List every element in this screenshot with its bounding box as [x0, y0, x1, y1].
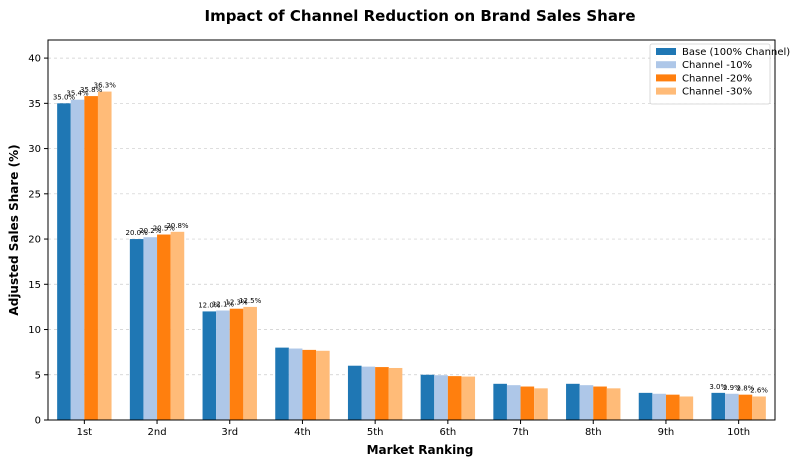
y-axis-label: Adjusted Sales Share (%): [7, 144, 21, 315]
bar: [170, 231, 185, 420]
bar: [97, 91, 112, 421]
x-tick-label: 3rd: [221, 427, 238, 438]
data-label: 12.3%: [225, 299, 248, 307]
bar: [302, 349, 317, 420]
bar: [566, 383, 580, 420]
data-label: 3.0%: [709, 383, 727, 391]
data-label: 2.9%: [723, 384, 741, 392]
data-label: 2.6%: [750, 386, 768, 394]
legend-swatch: [656, 74, 676, 82]
bar: [738, 394, 753, 420]
bar: [202, 311, 217, 420]
bar: [434, 375, 448, 420]
x-axis-label: Market Ranking: [367, 443, 474, 457]
x-tick-label: 10th: [727, 427, 750, 438]
chart-title: Impact of Channel Reduction on Brand Sal…: [204, 7, 635, 25]
y-tick-label: 10: [28, 325, 41, 336]
bar: [316, 350, 330, 420]
bar: [143, 237, 158, 420]
x-tick-label: 9th: [658, 427, 675, 438]
legend-items: Base (100% Channel) Channel -10% Channel -…: [656, 47, 790, 98]
data-label: 12.5%: [239, 297, 262, 305]
bar: [275, 347, 289, 420]
bar: [216, 310, 230, 420]
bar: [520, 386, 535, 420]
y-tick-label: 20: [28, 235, 41, 246]
bar: [361, 366, 376, 420]
bar: [725, 393, 739, 420]
bar: [534, 388, 548, 420]
data-label: 2.8%: [737, 385, 755, 393]
bar: [493, 383, 507, 420]
legend-label: Channel -20%: [682, 73, 752, 84]
x-tick-label: 8th: [585, 427, 602, 438]
data-label: 12.1%: [212, 301, 235, 309]
bar: [84, 96, 98, 420]
x-tick-label: 2nd: [148, 427, 167, 438]
bar: [420, 374, 435, 420]
bar: [229, 308, 244, 420]
data-label: 35.8%: [80, 86, 103, 94]
bar: [665, 394, 680, 420]
y-tick-label: 5: [35, 370, 41, 381]
legend: Base (100% Channel) Channel -10% Channel -…: [649, 43, 790, 105]
x-axis-ticks: 1st 2nd 3rd 4th 5th 6th 7th 8th 9th 10th: [77, 420, 750, 438]
legend-label: Channel -10%: [682, 60, 752, 71]
bar: [70, 99, 85, 420]
plot-frame: [47, 39, 776, 421]
y-tick-label: 40: [28, 54, 41, 65]
bar: [375, 367, 389, 420]
bar: [506, 385, 521, 420]
bar: [388, 367, 403, 420]
bar: [157, 234, 171, 420]
data-label: 20.8%: [166, 222, 189, 230]
y-tick-label: 25: [28, 189, 41, 200]
data-label: 35.0%: [53, 93, 76, 101]
y-tick-label: 15: [28, 280, 41, 291]
y-tick-label: 0: [35, 416, 41, 427]
legend-box: [649, 43, 771, 105]
bar: [57, 103, 71, 420]
data-label: 20.0%: [126, 229, 149, 237]
bar: [652, 393, 666, 420]
y-axis-ticks: 0 5 10 15 20 25 30 35 40: [28, 54, 48, 427]
legend-label: Channel -30%: [682, 87, 752, 98]
bar: [679, 396, 694, 420]
bar: [711, 392, 726, 420]
x-tick-label: 4th: [294, 427, 311, 438]
bar: [243, 306, 257, 420]
legend-label: Base (100% Channel): [682, 47, 790, 58]
legend-swatch: [656, 48, 676, 55]
bar: [752, 396, 766, 420]
data-label: 35.4%: [66, 90, 89, 98]
x-tick-label: 1st: [77, 427, 93, 438]
bar: [593, 386, 607, 420]
bar: [638, 392, 653, 420]
bar: [347, 365, 362, 420]
bar: [461, 376, 476, 420]
x-tick-label: 7th: [512, 427, 529, 438]
bar: [579, 385, 594, 420]
data-label: 36.3%: [94, 82, 117, 90]
data-labels-layer: 35.0%35.4%35.8%36.3% 20.0%20.2%20.5%20.8%…: [53, 82, 768, 395]
y-tick-label: 35: [28, 99, 41, 110]
x-tick-label: 6th: [440, 427, 457, 438]
y-tick-label: 30: [28, 144, 41, 155]
bars-layer: [57, 91, 766, 421]
bar: [606, 388, 621, 420]
x-tick-label: 5th: [367, 427, 384, 438]
data-label: 20.5%: [153, 225, 176, 233]
bar: [447, 376, 462, 420]
legend-swatch: [656, 61, 676, 69]
legend-swatch: [656, 87, 676, 95]
bar: [288, 348, 303, 420]
bar: [129, 239, 144, 420]
data-label: 12.0%: [198, 301, 221, 309]
data-label: 20.2%: [139, 227, 162, 235]
